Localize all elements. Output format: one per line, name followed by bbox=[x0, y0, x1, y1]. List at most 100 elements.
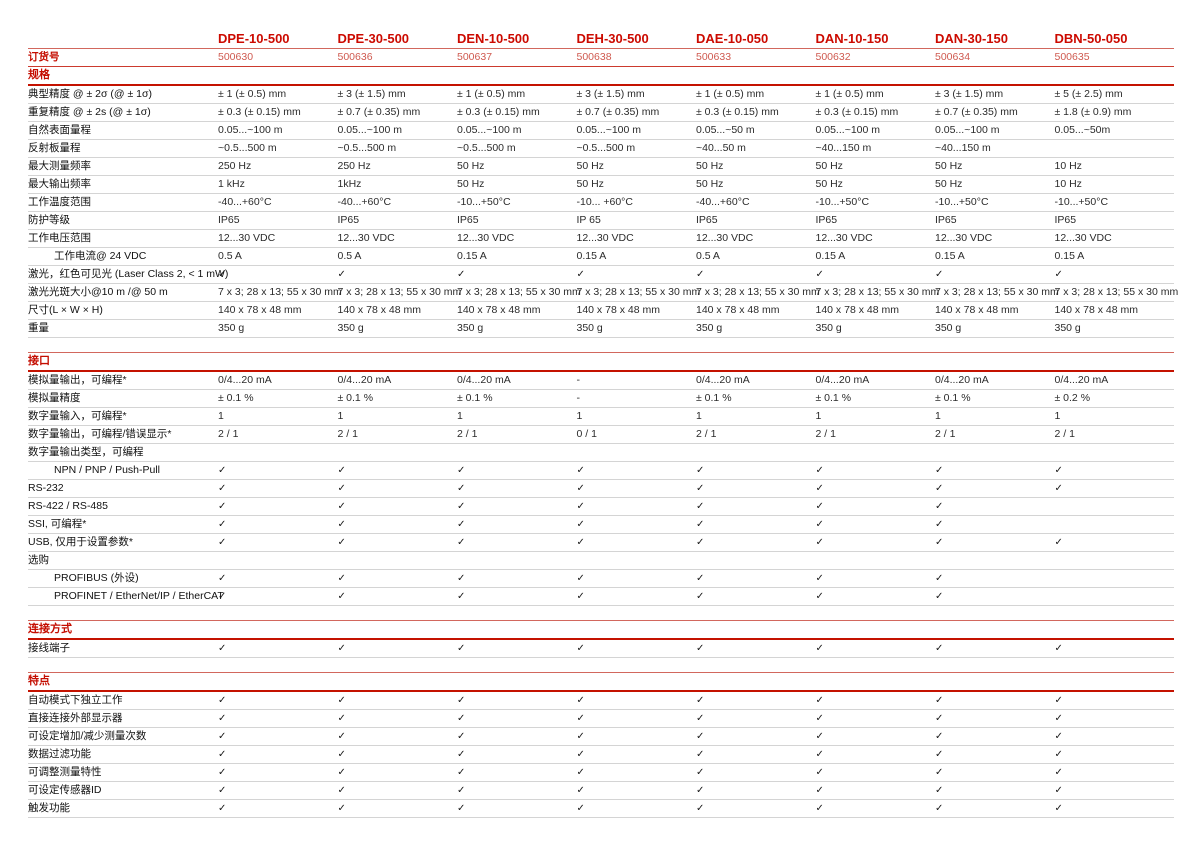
spec-value-cell: 2 / 1 bbox=[815, 425, 935, 444]
spec-value-cell: ~0.5...500 m bbox=[576, 139, 696, 158]
spec-row-label: 激光，红色可见光 (Laser Class 2, < 1 mW) bbox=[28, 265, 228, 284]
spec-value-cell: 350 g bbox=[576, 319, 696, 338]
section-fill-cell bbox=[337, 66, 457, 86]
spec-value-cell: 12...30 VDC bbox=[696, 229, 816, 248]
check-icon: ✓ bbox=[696, 639, 816, 658]
check-icon: ✓ bbox=[218, 533, 338, 552]
spec-value-cell: 7 x 3; 28 x 13; 55 x 30 mm bbox=[457, 283, 581, 302]
spec-row-label: 数字量输出，可编程/错误显示* bbox=[28, 425, 218, 444]
check-icon: ✓ bbox=[1054, 533, 1174, 552]
check-icon: ✓ bbox=[218, 497, 338, 516]
table-row: 防护等级 IP65 IP65 IP65 IP 65 IP65 IP65 IP65 IP65 bbox=[28, 211, 1174, 230]
section-fill-cell bbox=[935, 620, 1055, 640]
spec-value-cell: 350 g bbox=[337, 319, 457, 338]
check-icon: ✓ bbox=[696, 709, 816, 728]
check-icon: ✓ bbox=[576, 533, 696, 552]
table-row: 自动模式下独立工作 ✓ ✓ ✓ ✓ ✓ ✓ ✓ ✓ bbox=[28, 691, 1174, 710]
section-fill-cell bbox=[1054, 620, 1174, 640]
spec-value-cell: - bbox=[576, 389, 696, 408]
spec-value-cell: ± 1 (± 0.5) mm bbox=[457, 85, 577, 104]
table-row: 工作电压范围 12...30 VDC 12...30 VDC 12...30 VDC 1… bbox=[28, 229, 1174, 248]
spec-value-cell: 10 Hz bbox=[1054, 175, 1174, 194]
check-icon: ✓ bbox=[457, 799, 577, 818]
spec-row-label: 可设定传感器ID bbox=[28, 781, 218, 800]
check-icon: ✓ bbox=[1054, 799, 1174, 818]
product-name: DBN-50-050 bbox=[1054, 31, 1128, 46]
section-gap bbox=[28, 338, 1174, 353]
spec-value-cell: ± 3 (± 1.5) mm bbox=[935, 85, 1055, 104]
table-row: 典型精度 @ ± 2σ (@ ± 1σ) ± 1 (± 0.5) mm ± 3 (±… bbox=[28, 85, 1174, 104]
spec-value-cell bbox=[576, 551, 696, 570]
section-fill-cell bbox=[1054, 352, 1174, 372]
section-title: 连接方式 bbox=[28, 620, 218, 640]
check-icon: ✓ bbox=[337, 497, 457, 516]
check-icon: ✓ bbox=[815, 709, 935, 728]
check-icon: ✓ bbox=[815, 569, 935, 588]
spec-value-cell: -10...+50°C bbox=[1054, 193, 1174, 212]
table-row: 数据过滤功能 ✓ ✓ ✓ ✓ ✓ ✓ ✓ ✓ bbox=[28, 745, 1174, 764]
check-icon: ✓ bbox=[696, 479, 816, 498]
spec-value-cell: 50 Hz bbox=[696, 157, 816, 176]
check-icon: ✓ bbox=[457, 745, 577, 764]
spec-value-cell: IP65 bbox=[337, 211, 457, 230]
section-fill-cell bbox=[218, 352, 338, 372]
section-fill-cell bbox=[1054, 66, 1174, 86]
spec-value-cell: 10 Hz bbox=[1054, 157, 1174, 176]
check-icon: ✓ bbox=[935, 639, 1055, 658]
spec-value-cell: 0/4...20 mA bbox=[696, 371, 816, 390]
spec-row-label: NPN / PNP / Push-Pull bbox=[28, 461, 218, 480]
check-icon: ✓ bbox=[337, 479, 457, 498]
table-row: 可设定传感器ID ✓ ✓ ✓ ✓ ✓ ✓ ✓ ✓ bbox=[28, 781, 1174, 800]
spec-row-label: RS-422 / RS-485 bbox=[28, 497, 218, 516]
spec-value-cell: ± 0.1 % bbox=[218, 389, 338, 408]
section-title: 规格 bbox=[28, 66, 218, 86]
check-icon: ✓ bbox=[576, 569, 696, 588]
spec-value-cell: 0.05...~50 m bbox=[696, 121, 816, 140]
spec-value-cell bbox=[815, 551, 935, 570]
spec-comparison-table: DPE-10-500 DPE-30-500 DEN-10-500 DEH-30-500… bbox=[28, 26, 1178, 818]
check-icon: ✓ bbox=[815, 745, 935, 764]
check-icon: ✓ bbox=[218, 727, 338, 746]
section-fill-cell bbox=[696, 672, 816, 692]
table-row: 重复精度 @ ± 2s (@ ± 1σ) ± 0.3 (± 0.15) mm ± 0… bbox=[28, 103, 1174, 122]
spec-value-cell: 0.5 A bbox=[337, 247, 457, 266]
check-icon: ✓ bbox=[457, 709, 577, 728]
check-icon: ✓ bbox=[218, 799, 338, 818]
table-row: 最大输出频率 1 kHz 1kHz 50 Hz 50 Hz 50 Hz 50 Hz 50 Hz… bbox=[28, 175, 1174, 194]
spec-row-label: 最大输出频率 bbox=[28, 175, 218, 194]
check-icon: ✓ bbox=[576, 587, 696, 606]
spec-value-cell bbox=[1054, 515, 1174, 534]
spec-value-cell bbox=[1054, 139, 1174, 158]
spec-value-cell: 140 x 78 x 48 mm bbox=[696, 301, 816, 320]
spec-value-cell: 0.15 A bbox=[1054, 247, 1174, 266]
spec-row-label: SSI, 可编程* bbox=[28, 515, 218, 534]
table-row: 重量 350 g 350 g 350 g 350 g 350 g 350 g 350 g 350… bbox=[28, 319, 1174, 338]
spec-value-cell: 350 g bbox=[935, 319, 1055, 338]
section-fill-cell bbox=[576, 620, 696, 640]
spec-value-cell bbox=[576, 443, 696, 462]
check-icon: ✓ bbox=[576, 265, 696, 284]
spec-row-label: 数字量输入，可编程* bbox=[28, 407, 218, 426]
order-number: 500632 bbox=[815, 48, 935, 67]
spec-value-cell: 0.05...~100 m bbox=[935, 121, 1055, 140]
check-icon: ✓ bbox=[696, 745, 816, 764]
spec-value-cell: 0/4...20 mA bbox=[815, 371, 935, 390]
section-fill-cell bbox=[696, 620, 816, 640]
spec-value-cell: 50 Hz bbox=[815, 157, 935, 176]
spec-value-cell: IP65 bbox=[218, 211, 338, 230]
spec-value-cell: 50 Hz bbox=[815, 175, 935, 194]
spec-value-cell: ± 0.1 % bbox=[815, 389, 935, 408]
spec-value-cell: ± 3 (± 1.5) mm bbox=[337, 85, 457, 104]
spec-value-cell: ~40...150 m bbox=[815, 139, 935, 158]
spec-value-cell: 1 bbox=[815, 407, 935, 426]
spec-value-cell: 7 x 3; 28 x 13; 55 x 30 mm bbox=[815, 283, 939, 302]
check-icon: ✓ bbox=[815, 781, 935, 800]
check-icon: ✓ bbox=[696, 569, 816, 588]
table-row: PROFIBUS (外设) ✓ ✓ ✓ ✓ ✓ ✓ ✓ bbox=[28, 569, 1174, 588]
spec-value-cell: ~40...50 m bbox=[696, 139, 816, 158]
spec-row-label: 最大测量频率 bbox=[28, 157, 218, 176]
check-icon: ✓ bbox=[337, 533, 457, 552]
section-fill-cell bbox=[935, 672, 1055, 692]
